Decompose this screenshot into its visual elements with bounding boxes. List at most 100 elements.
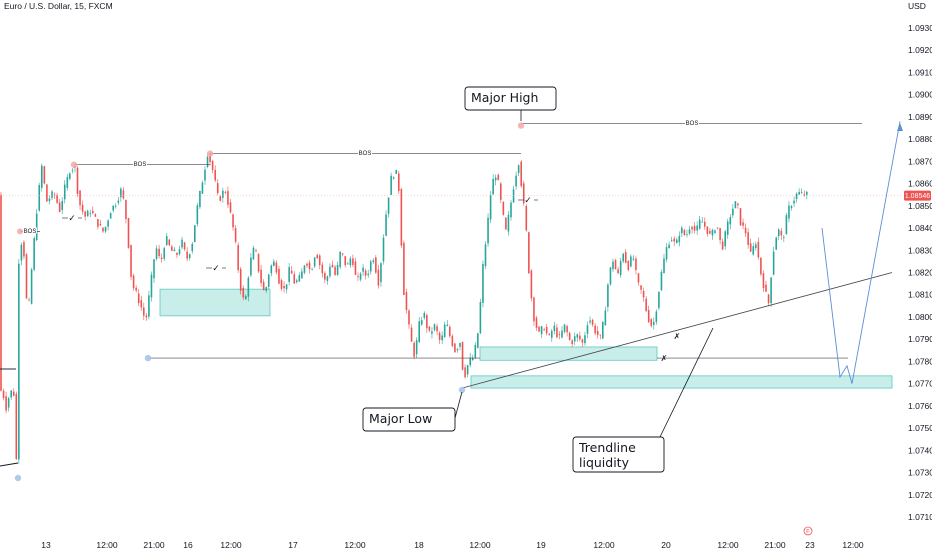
candle-body: [370, 261, 372, 271]
candle-body: [492, 179, 494, 195]
candle-body: [638, 273, 640, 282]
candle-body: [612, 262, 614, 270]
candle-body: [469, 358, 471, 366]
price-tick-label: 1.08800: [908, 134, 932, 144]
major-high-callout: Major High: [465, 87, 556, 121]
candle-body: [197, 205, 199, 224]
candle-body: [265, 287, 267, 291]
candle-body: [87, 211, 89, 217]
candle-body: [332, 265, 334, 267]
candle-body: [454, 344, 456, 353]
candle-body: [222, 191, 224, 198]
candle-body: [699, 220, 701, 229]
liquidity-zones: [160, 289, 892, 388]
candle-body: [395, 170, 397, 174]
candle-body: [194, 225, 196, 242]
price-tick-label: 1.08100: [908, 290, 932, 300]
candle-body: [528, 232, 530, 273]
candle-body: [671, 240, 673, 241]
candle-body: [712, 230, 714, 236]
candle-body: [640, 285, 642, 289]
candle-body: [592, 320, 594, 325]
time-tick-label: 21:00: [143, 540, 165, 550]
candle-body: [365, 270, 367, 275]
candle-body: [406, 292, 408, 310]
price-tick-label: 1.08200: [908, 268, 932, 278]
candle-body: [125, 200, 127, 219]
candle-body: [783, 237, 785, 238]
candle-body: [240, 269, 242, 291]
candle-body: [742, 222, 744, 225]
candle-body: [342, 253, 344, 254]
candle-body: [480, 302, 482, 333]
candle-body: [207, 157, 209, 167]
candle-body: [13, 392, 15, 396]
candle-body: [452, 336, 454, 346]
price-tick-label: 1.08000: [908, 312, 932, 322]
price-tick-label: 1.07500: [908, 423, 932, 433]
candle-body: [0, 195, 2, 391]
candle-body: [118, 201, 120, 203]
candle-body: [255, 250, 257, 251]
candle-body: [803, 194, 805, 195]
trendline-liquidity-callout-text: Trendline: [578, 440, 636, 455]
candle-body: [156, 248, 158, 258]
candle-body: [3, 391, 5, 398]
candle-body: [181, 240, 183, 248]
candle-body: [429, 326, 431, 330]
candle-body: [663, 258, 665, 273]
candle-body: [16, 394, 18, 459]
candle-body: [18, 264, 20, 460]
candle-body: [643, 291, 645, 297]
candle-body: [380, 263, 382, 282]
time-axis: 13 12:00 21:00 16 12:00 17 12:00 18 12:00 19 12:00…: [41, 540, 864, 550]
candle-body: [548, 334, 550, 335]
candle-body: [475, 345, 477, 358]
candle-body: [64, 185, 66, 200]
candle-body: [707, 226, 709, 234]
candle-body: [84, 211, 86, 216]
candle-body: [334, 267, 336, 275]
candle-body: [630, 256, 632, 266]
candle-body: [41, 166, 43, 188]
time-tick-label: 12:00: [344, 540, 366, 550]
candle-body: [737, 204, 739, 205]
candle-body: [605, 310, 607, 325]
candle-body: [554, 326, 556, 331]
candle-body: [268, 275, 270, 287]
candle-body: [398, 173, 400, 191]
candle-body: [324, 273, 326, 280]
candle-body: [561, 331, 563, 338]
candle-body: [666, 247, 668, 259]
candle-body: [584, 335, 586, 343]
candle-body: [750, 243, 752, 251]
candle-body: [747, 232, 749, 245]
candle-body: [793, 201, 795, 204]
price-tick-label: 1.09200: [908, 45, 932, 55]
candle-body: [393, 177, 395, 178]
candle-body: [597, 331, 599, 335]
candle-body: [781, 231, 783, 236]
candle-body: [347, 264, 349, 265]
candle-body: [602, 322, 604, 339]
candle-body: [186, 252, 188, 259]
candle-body: [271, 265, 273, 273]
candle-body: [204, 170, 206, 181]
candle-body: [413, 343, 415, 357]
candle-body: [191, 244, 193, 251]
candle-body: [133, 276, 135, 289]
candle-body: [441, 336, 443, 341]
candle-body: [327, 276, 329, 280]
candle-body: [541, 326, 543, 334]
candle-body: [806, 192, 808, 195]
candle-body: [56, 195, 58, 203]
candle-body: [538, 327, 540, 332]
swing-high-marker: [17, 228, 23, 234]
candle-body: [564, 324, 566, 331]
candle-body: [115, 206, 117, 207]
candle-body: [587, 325, 589, 333]
candle-body: [531, 270, 533, 298]
candle-body: [791, 206, 793, 208]
candle-body: [214, 170, 216, 180]
price-tick-label: 1.08300: [908, 245, 932, 255]
